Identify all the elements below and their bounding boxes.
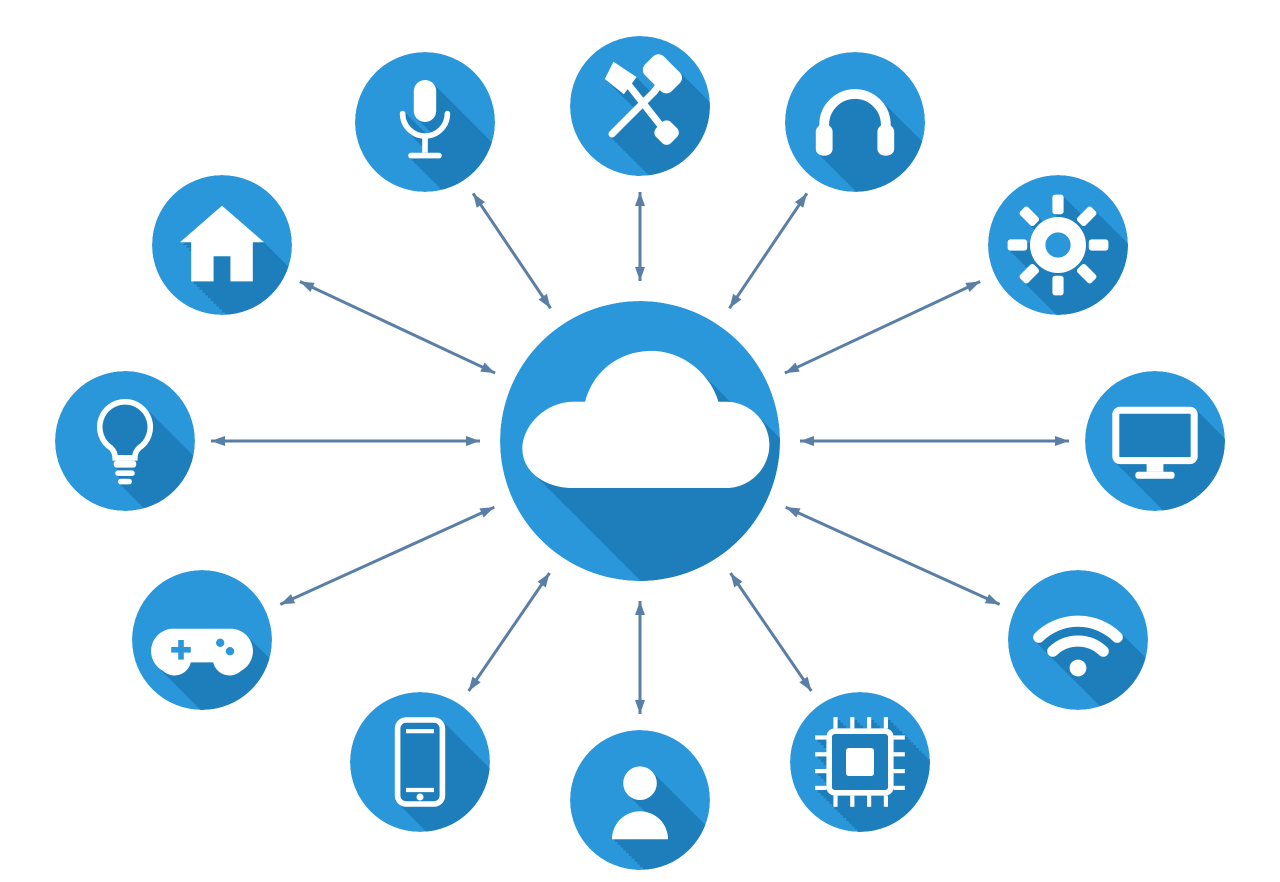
node-tools	[570, 36, 710, 176]
node-gamepad	[132, 570, 272, 710]
gear-icon	[1008, 195, 1109, 296]
node-gear	[988, 175, 1128, 315]
node-wifi	[1008, 570, 1148, 710]
node-phone	[350, 692, 490, 832]
node-headphones	[785, 52, 925, 192]
hub-cloud	[500, 301, 780, 581]
cloud-network-diagram	[0, 0, 1280, 882]
node-mic	[355, 52, 495, 192]
node-monitor	[1085, 371, 1225, 511]
node-bulb	[55, 371, 195, 511]
node-house	[152, 175, 292, 315]
node-chip	[790, 692, 930, 832]
node-user	[570, 730, 710, 870]
